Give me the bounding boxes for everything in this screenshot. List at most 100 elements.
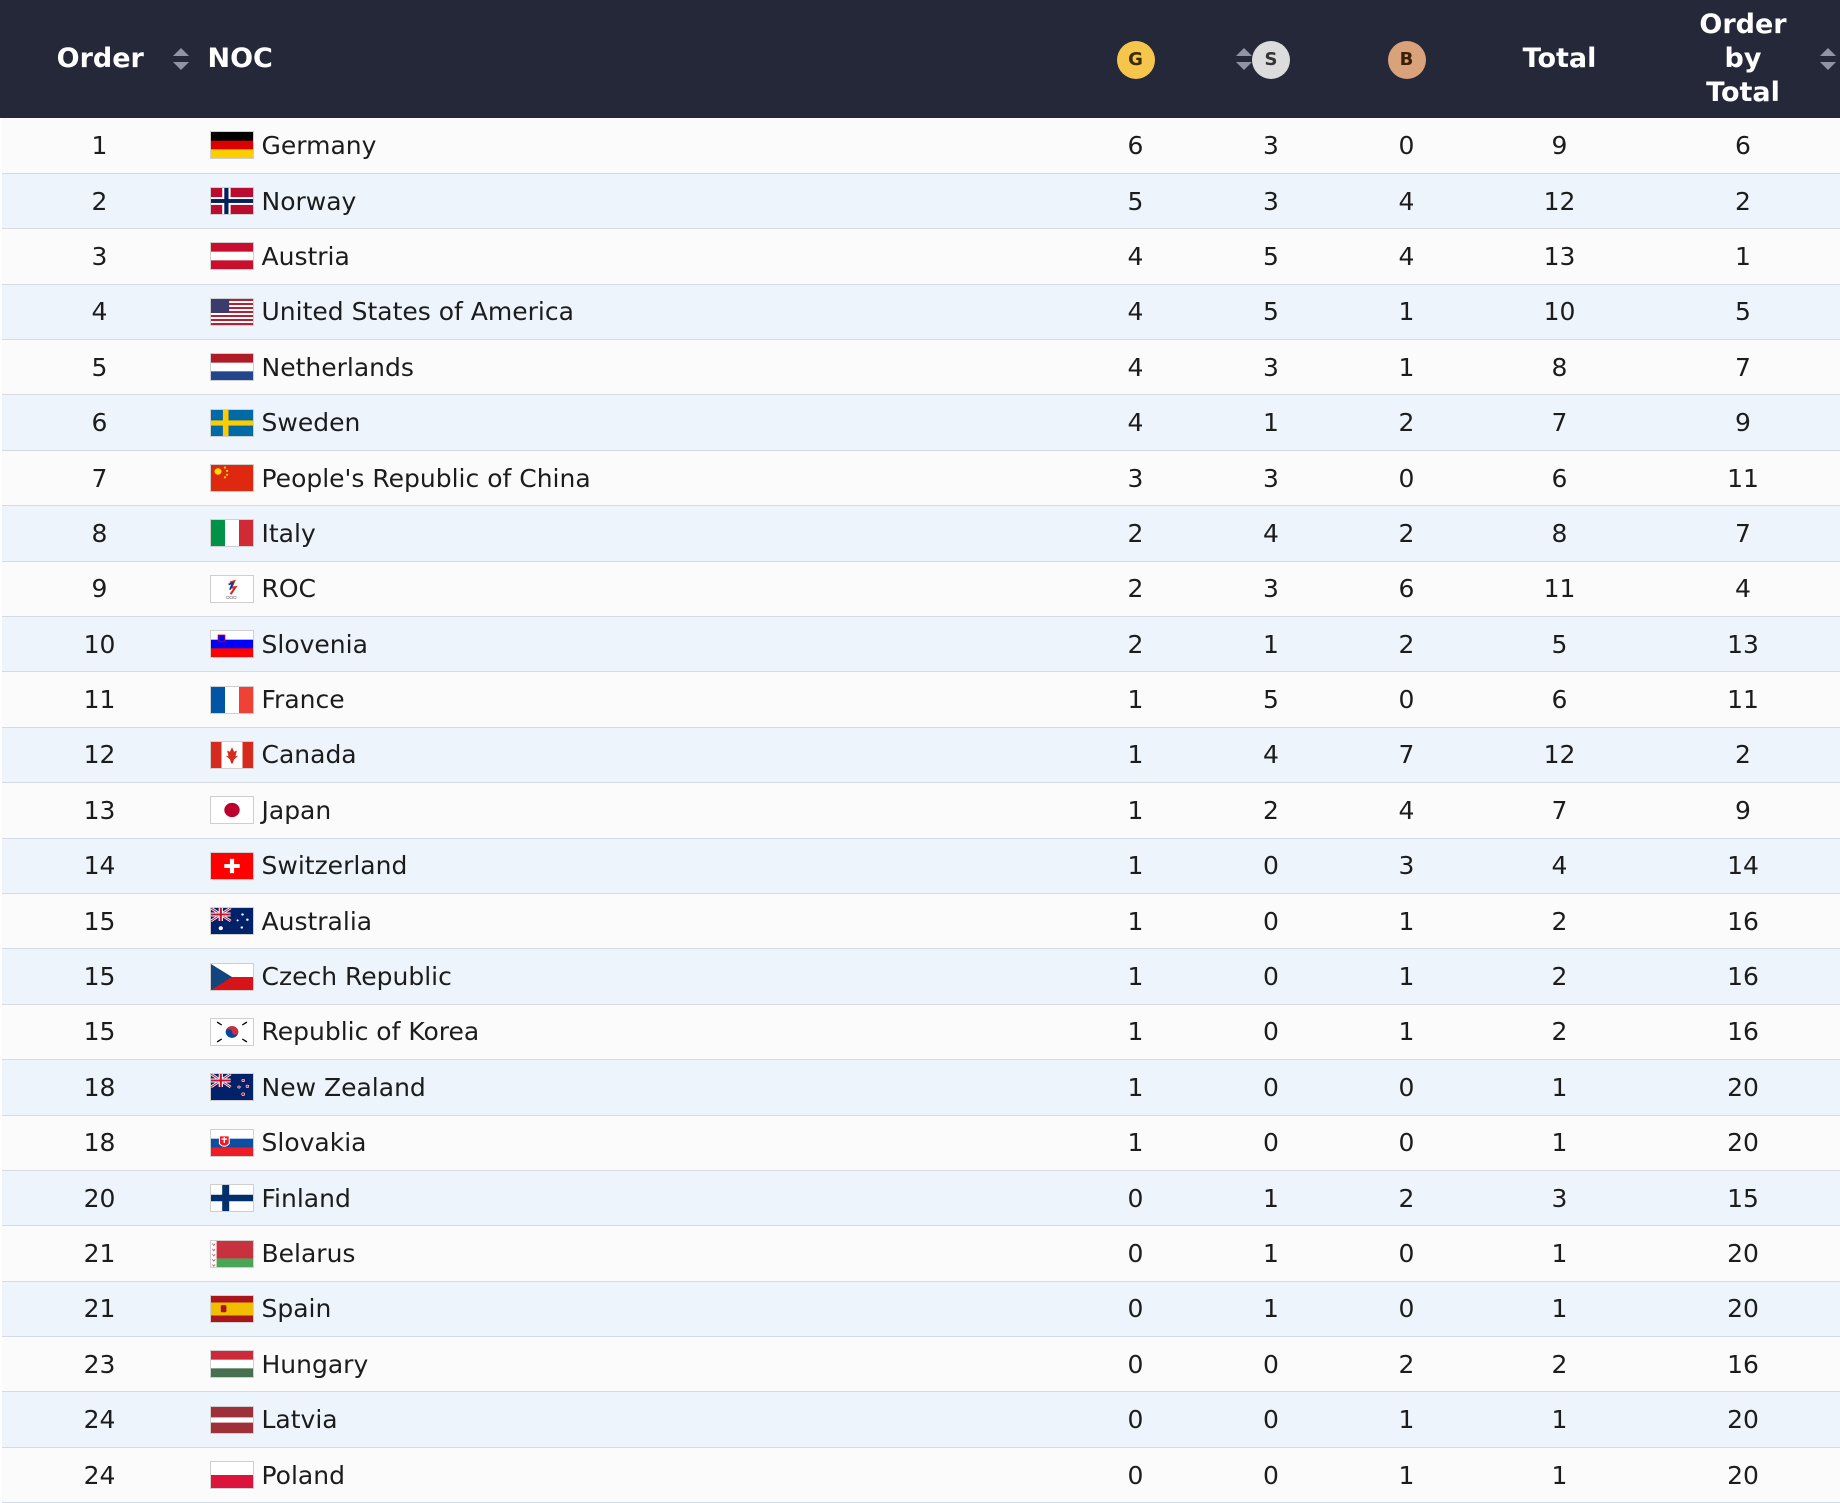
row-noc[interactable]: Japan [198, 783, 1068, 838]
table-row[interactable]: 7 People's Republic of China 3 3 0 6 11 [2, 450, 1840, 505]
header-bronze[interactable]: B [1339, 0, 1475, 118]
row-noc[interactable]: Latvia [198, 1392, 1068, 1447]
country-name[interactable]: Latvia [262, 1405, 338, 1434]
country-name[interactable]: Finland [262, 1184, 351, 1213]
header-order-by-total[interactable]: Order by Total [1645, 0, 1840, 118]
table-row[interactable]: 1 Germany 6 3 0 9 6 [2, 118, 1840, 173]
row-bronze-count: 4 [1339, 173, 1475, 228]
header-total[interactable]: Total [1475, 0, 1645, 118]
row-noc[interactable]: Hungary [198, 1337, 1068, 1392]
row-noc[interactable]: United States of America [198, 284, 1068, 339]
row-noc[interactable]: Australia [198, 893, 1068, 948]
row-noc[interactable]: People's Republic of China [198, 450, 1068, 505]
country-name[interactable]: Poland [262, 1461, 345, 1490]
row-order: 15 [2, 893, 198, 948]
row-total-count: 11 [1475, 561, 1645, 616]
row-silver-count: 0 [1204, 838, 1339, 893]
country-name[interactable]: Spain [262, 1294, 332, 1323]
row-order-by-total: 16 [1645, 1004, 1840, 1059]
table-row[interactable]: 21 Spain 0 1 0 1 20 [2, 1281, 1840, 1336]
country-name[interactable]: Austria [262, 242, 350, 271]
row-noc[interactable]: Slovenia [198, 617, 1068, 672]
newzealand-flag-icon [210, 1073, 254, 1101]
row-noc[interactable]: New Zealand [198, 1060, 1068, 1115]
table-row[interactable]: 9 ROC 2 3 6 11 4 [2, 561, 1840, 616]
row-noc[interactable]: Spain [198, 1281, 1068, 1336]
table-row[interactable]: 5 Netherlands 4 3 1 8 7 [2, 340, 1840, 395]
table-row[interactable]: 15 Australia 1 0 1 2 16 [2, 893, 1840, 948]
row-order: 12 [2, 727, 198, 782]
row-noc[interactable]: Slovakia [198, 1115, 1068, 1170]
row-noc[interactable]: Canada [198, 727, 1068, 782]
row-noc[interactable]: Republic of Korea [198, 1004, 1068, 1059]
country-name[interactable]: Czech Republic [262, 962, 452, 991]
row-bronze-count: 2 [1339, 506, 1475, 561]
country-name[interactable]: Slovakia [262, 1128, 367, 1157]
table-row[interactable]: 24 Latvia 0 0 1 1 20 [2, 1392, 1840, 1447]
row-noc[interactable]: Finland [198, 1170, 1068, 1225]
table-row[interactable]: 4 United States of America 4 5 1 10 5 [2, 284, 1840, 339]
table-row[interactable]: 13 Japan 1 2 4 7 9 [2, 783, 1840, 838]
row-silver-count: 4 [1204, 727, 1339, 782]
country-name[interactable]: Germany [262, 131, 377, 160]
sort-order-icon[interactable] [173, 48, 189, 70]
table-row[interactable]: 15 Czech Republic 1 0 1 2 16 [2, 949, 1840, 1004]
row-silver-count: 0 [1204, 949, 1339, 1004]
header-silver[interactable]: S [1204, 0, 1339, 118]
row-order-by-total: 5 [1645, 284, 1840, 339]
table-row[interactable]: 21 Belarus 0 1 0 1 20 [2, 1226, 1840, 1281]
country-name[interactable]: Slovenia [262, 630, 368, 659]
table-row[interactable]: 20 Finland 0 1 2 3 15 [2, 1170, 1840, 1225]
table-row[interactable]: 18 Slovakia 1 0 0 1 20 [2, 1115, 1840, 1170]
country-name[interactable]: Belarus [262, 1239, 356, 1268]
sort-order-by-total-icon[interactable] [1820, 48, 1836, 70]
table-row[interactable]: 11 France 1 5 0 6 11 [2, 672, 1840, 727]
row-noc[interactable]: Poland [198, 1447, 1068, 1502]
table-row[interactable]: 12 Canada 1 4 7 12 2 [2, 727, 1840, 782]
table-row[interactable]: 8 Italy 2 4 2 8 7 [2, 506, 1840, 561]
table-row[interactable]: 15 Republic of Korea 1 0 1 2 16 [2, 1004, 1840, 1059]
country-name[interactable]: New Zealand [262, 1073, 426, 1102]
country-name[interactable]: United States of America [262, 297, 574, 326]
table-row[interactable]: 23 Hungary 0 0 2 2 16 [2, 1337, 1840, 1392]
header-gold[interactable]: G [1068, 0, 1204, 118]
country-name[interactable]: Sweden [262, 408, 361, 437]
table-row[interactable]: 6 Sweden 4 1 2 7 9 [2, 395, 1840, 450]
table-row[interactable]: 2 Norway 5 3 4 12 2 [2, 173, 1840, 228]
row-noc[interactable]: Netherlands [198, 340, 1068, 395]
header-noc[interactable]: NOC [198, 0, 1068, 118]
country-name[interactable]: Republic of Korea [262, 1017, 480, 1046]
country-name[interactable]: France [262, 685, 345, 714]
country-name[interactable]: Norway [262, 187, 357, 216]
row-noc[interactable]: Switzerland [198, 838, 1068, 893]
country-name[interactable]: Hungary [262, 1350, 369, 1379]
country-name[interactable]: Australia [262, 907, 373, 936]
table-row[interactable]: 10 Slovenia 2 1 2 5 13 [2, 617, 1840, 672]
header-order[interactable]: Order [2, 0, 198, 118]
row-silver-count: 1 [1204, 1226, 1339, 1281]
country-name[interactable]: Switzerland [262, 851, 408, 880]
country-name[interactable]: Netherlands [262, 353, 414, 382]
table-row[interactable]: 3 Austria 4 5 4 13 1 [2, 229, 1840, 284]
row-noc[interactable]: Italy [198, 506, 1068, 561]
row-total-count: 12 [1475, 727, 1645, 782]
row-noc[interactable]: ROC [198, 561, 1068, 616]
table-row[interactable]: 14 Switzerland 1 0 3 4 14 [2, 838, 1840, 893]
canada-flag-icon [210, 741, 254, 769]
table-row[interactable]: 24 Poland 0 0 1 1 20 [2, 1447, 1840, 1502]
row-noc[interactable]: Norway [198, 173, 1068, 228]
country-name[interactable]: Italy [262, 519, 316, 548]
row-noc[interactable]: Germany [198, 118, 1068, 173]
country-name[interactable]: Canada [262, 740, 357, 769]
row-noc[interactable]: Sweden [198, 395, 1068, 450]
table-row[interactable]: 18 New Zealand 1 0 0 1 20 [2, 1060, 1840, 1115]
row-order-by-total: 9 [1645, 783, 1840, 838]
country-name[interactable]: Japan [262, 796, 332, 825]
row-noc[interactable]: Czech Republic [198, 949, 1068, 1004]
row-noc[interactable]: France [198, 672, 1068, 727]
row-noc[interactable]: Austria [198, 229, 1068, 284]
row-gold-count: 5 [1068, 173, 1204, 228]
row-noc[interactable]: Belarus [198, 1226, 1068, 1281]
country-name[interactable]: People's Republic of China [262, 464, 591, 493]
country-name[interactable]: ROC [262, 574, 317, 603]
